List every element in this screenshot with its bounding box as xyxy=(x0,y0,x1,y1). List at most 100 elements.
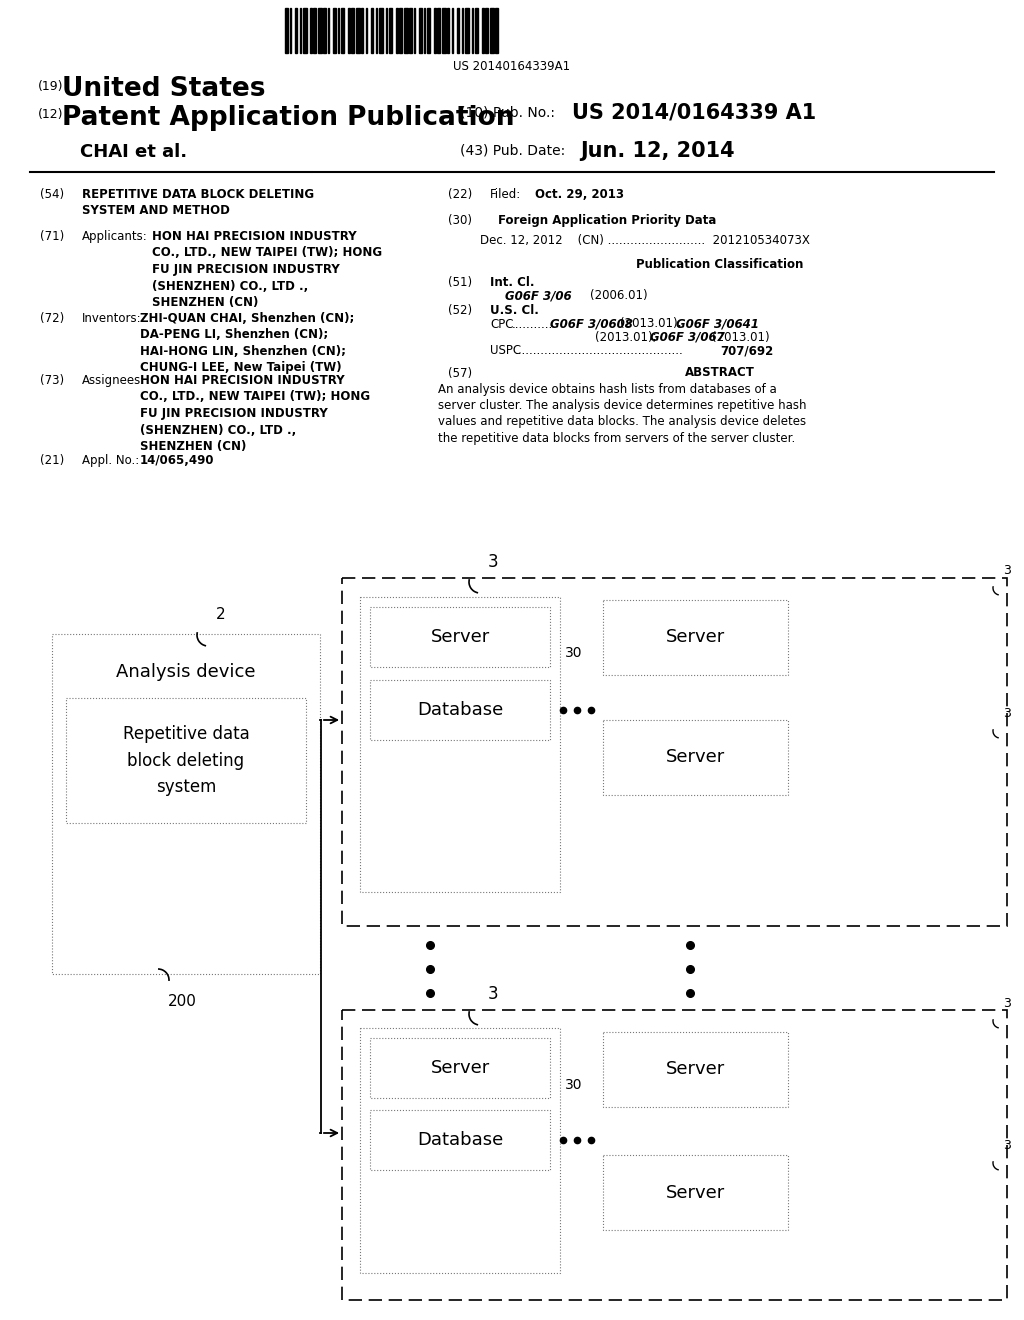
Text: 30: 30 xyxy=(565,1078,583,1092)
Text: Repetitive data
block deleting
system: Repetitive data block deleting system xyxy=(123,725,250,796)
Bar xyxy=(409,8,412,53)
Text: G06F 3/0608: G06F 3/0608 xyxy=(550,318,633,330)
Bar xyxy=(389,8,392,53)
Text: (2006.01): (2006.01) xyxy=(590,289,647,302)
Text: Server: Server xyxy=(430,628,489,645)
Bar xyxy=(285,8,288,53)
Text: Int. Cl.: Int. Cl. xyxy=(490,276,535,289)
Bar xyxy=(447,8,449,53)
Text: 3: 3 xyxy=(1002,564,1011,577)
Bar xyxy=(310,8,312,53)
Bar xyxy=(437,8,440,53)
Text: CHAI et al.: CHAI et al. xyxy=(80,143,187,161)
Bar xyxy=(490,8,494,53)
Text: Server: Server xyxy=(666,628,725,647)
Text: 3: 3 xyxy=(488,985,499,1003)
Text: Appl. No.:: Appl. No.: xyxy=(82,454,139,467)
Bar xyxy=(370,680,550,741)
Text: United States: United States xyxy=(62,77,265,102)
Text: (51): (51) xyxy=(449,276,472,289)
Text: 707/692: 707/692 xyxy=(720,345,773,358)
Bar xyxy=(361,8,362,53)
Bar xyxy=(442,8,446,53)
Bar xyxy=(434,8,436,53)
Text: G06F 3/067: G06F 3/067 xyxy=(650,331,725,345)
Bar xyxy=(399,8,402,53)
Text: Analysis device: Analysis device xyxy=(117,663,256,681)
Text: USPC: USPC xyxy=(490,345,521,358)
Text: ABSTRACT: ABSTRACT xyxy=(685,367,755,380)
Text: Assignees:: Assignees: xyxy=(82,374,145,387)
Text: Server: Server xyxy=(666,1060,725,1078)
Text: 200: 200 xyxy=(168,994,197,1008)
FancyBboxPatch shape xyxy=(66,698,306,822)
Text: (2013.01);: (2013.01); xyxy=(620,318,682,330)
Text: (54): (54) xyxy=(40,187,65,201)
Text: ...........: ........... xyxy=(512,318,553,330)
Text: Filed:: Filed: xyxy=(490,187,521,201)
Text: Applicants:: Applicants: xyxy=(82,230,147,243)
Text: (71): (71) xyxy=(40,230,65,243)
Text: Server: Server xyxy=(666,748,725,767)
Bar xyxy=(342,578,1007,927)
Bar xyxy=(351,8,354,53)
Text: Database: Database xyxy=(417,701,503,719)
Bar xyxy=(303,8,307,53)
Text: (2013.01);: (2013.01); xyxy=(595,331,656,345)
Bar xyxy=(323,8,326,53)
FancyBboxPatch shape xyxy=(360,597,560,892)
Text: 3: 3 xyxy=(1002,1139,1011,1152)
Text: Jun. 12, 2014: Jun. 12, 2014 xyxy=(580,141,734,161)
Bar xyxy=(482,8,484,53)
Bar xyxy=(457,8,459,53)
Text: Database: Database xyxy=(417,1131,503,1148)
Bar xyxy=(371,8,373,53)
Bar xyxy=(318,8,322,53)
Text: HON HAI PRECISION INDUSTRY
CO., LTD., NEW TAIPEI (TW); HONG
FU JIN PRECISION IND: HON HAI PRECISION INDUSTRY CO., LTD., NE… xyxy=(140,374,370,453)
Text: REPETITIVE DATA BLOCK DELETING
SYSTEM AND METHOD: REPETITIVE DATA BLOCK DELETING SYSTEM AN… xyxy=(82,187,314,218)
Bar xyxy=(465,8,469,53)
Text: (10) Pub. No.:: (10) Pub. No.: xyxy=(460,106,555,119)
Bar xyxy=(419,8,422,53)
FancyBboxPatch shape xyxy=(603,1155,788,1230)
Bar xyxy=(313,8,316,53)
Bar xyxy=(404,8,408,53)
Text: Oct. 29, 2013: Oct. 29, 2013 xyxy=(535,187,624,201)
Text: Patent Application Publication: Patent Application Publication xyxy=(62,106,514,131)
Bar xyxy=(495,8,498,53)
Bar xyxy=(475,8,478,53)
FancyBboxPatch shape xyxy=(603,719,788,795)
Bar xyxy=(396,8,398,53)
Text: (30): (30) xyxy=(449,214,472,227)
Bar xyxy=(341,8,344,53)
Bar xyxy=(379,8,383,53)
Text: 3: 3 xyxy=(1002,997,1011,1010)
Text: 2: 2 xyxy=(216,607,225,622)
Text: (21): (21) xyxy=(40,454,65,467)
Text: .............................................: ........................................… xyxy=(515,345,684,358)
Text: Server: Server xyxy=(666,1184,725,1201)
Text: (52): (52) xyxy=(449,304,472,317)
Text: (73): (73) xyxy=(40,374,65,387)
FancyBboxPatch shape xyxy=(52,634,319,974)
Text: G06F 3/06: G06F 3/06 xyxy=(505,289,571,302)
Text: G06F 3/0641: G06F 3/0641 xyxy=(676,318,759,330)
Text: (72): (72) xyxy=(40,312,65,325)
Text: (43) Pub. Date:: (43) Pub. Date: xyxy=(460,143,565,157)
Text: (57): (57) xyxy=(449,367,472,380)
Text: Foreign Application Priority Data: Foreign Application Priority Data xyxy=(498,214,717,227)
FancyBboxPatch shape xyxy=(603,1032,788,1107)
Bar xyxy=(370,1038,550,1098)
Text: U.S. Cl.: U.S. Cl. xyxy=(490,304,539,317)
Text: (22): (22) xyxy=(449,187,472,201)
Bar xyxy=(370,607,550,667)
Text: ZHI-QUAN CHAI, Shenzhen (CN);
DA-PENG LI, Shenzhen (CN);
HAI-HONG LIN, Shenzhen : ZHI-QUAN CHAI, Shenzhen (CN); DA-PENG LI… xyxy=(140,312,354,375)
Text: US 20140164339A1: US 20140164339A1 xyxy=(454,59,570,73)
Text: US 2014/0164339 A1: US 2014/0164339 A1 xyxy=(572,103,816,123)
Text: Publication Classification: Publication Classification xyxy=(636,257,804,271)
Bar xyxy=(356,8,360,53)
Bar xyxy=(342,1010,1007,1300)
Bar xyxy=(333,8,336,53)
Text: Inventors:: Inventors: xyxy=(82,312,141,325)
Bar xyxy=(295,8,297,53)
